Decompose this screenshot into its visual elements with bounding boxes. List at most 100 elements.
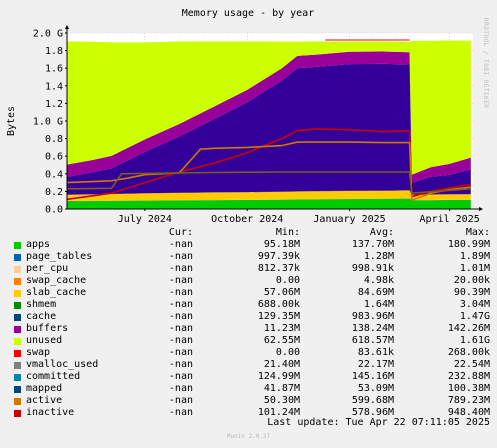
legend-avg: 578.96M: [351, 407, 394, 418]
legend-swatch: [14, 290, 21, 297]
legend-avg: 998.91k: [351, 263, 394, 274]
legend-avg: 4.98k: [363, 275, 394, 286]
legend-max: 1.89M: [459, 251, 490, 262]
legend-cur: -nan: [168, 299, 193, 310]
legend-avg: 983.96M: [351, 311, 394, 322]
legend-max: 3.04M: [459, 299, 490, 310]
legend-header-min: Min:: [275, 227, 300, 238]
legend-cur: -nan: [168, 323, 193, 334]
legend-row-mapped: mapped -nan 41.87M 53.09M 100.38M: [12, 383, 490, 395]
legend-row-unused: unused -nan 62.55M 618.57M 1.61G: [12, 335, 490, 347]
legend-max: 1.01M: [459, 263, 490, 274]
legend-cur: -nan: [168, 251, 193, 262]
legend-header-cur: Cur:: [168, 227, 193, 238]
legend-swatch: [14, 254, 21, 261]
legend-max: 232.88M: [447, 371, 490, 382]
legend-row-buffers: buffers -nan 11.23M 138.24M 142.26M: [12, 323, 490, 335]
rrdtool-credit: RRDTOOL / TOBI OETIKER: [482, 18, 489, 109]
legend-min: 62.55M: [263, 335, 300, 346]
legend-max: 1.61G: [459, 335, 490, 346]
legend-name: mapped: [26, 383, 63, 394]
legend-cur: -nan: [168, 383, 193, 394]
legend-min: 11.23M: [263, 323, 300, 334]
legend-avg: 138.24M: [351, 323, 394, 334]
legend-name: committed: [26, 371, 81, 382]
legend-row-inactive: inactive -nan 101.24M 578.96M 948.40M: [12, 407, 490, 419]
legend-name: apps: [26, 239, 51, 250]
y-tick-label: 1.8: [45, 46, 63, 57]
chart-title: Memory usage - by year: [182, 8, 314, 19]
legend-name: page_tables: [26, 251, 93, 262]
y-axis-label: Bytes: [6, 106, 17, 136]
x-tick-label: April 2025: [420, 214, 480, 225]
legend-min: 57.06M: [263, 287, 300, 298]
y-tick-label: 1.0 G: [33, 117, 63, 128]
legend-max: 22.54M: [453, 359, 490, 370]
legend-max: 789.23M: [447, 395, 490, 406]
legend-min: 0.00: [275, 275, 300, 286]
legend-avg: 145.16M: [351, 371, 394, 382]
y-tick-label: 1.2: [45, 99, 63, 110]
memory-chart: Memory usage - by year Bytes 0.0 0.2 0.4 0.…: [6, 8, 483, 225]
legend-min: 124.99M: [257, 371, 300, 382]
y-tick-label: 1.4: [45, 81, 63, 92]
legend-name: swap_cache: [26, 275, 87, 286]
x-tick-label: January 2025: [313, 214, 385, 225]
area-page_tables: [67, 198, 471, 202]
legend-swatch: [14, 302, 21, 309]
legend-cur: -nan: [168, 275, 193, 286]
legend-max: 268.00k: [447, 347, 490, 358]
y-tick-label: 2.0 G: [33, 29, 63, 40]
legend-cur: -nan: [168, 371, 193, 382]
legend-name: per_cpu: [26, 263, 69, 274]
y-tick-label: 0.4: [45, 169, 63, 180]
legend-row-committed: committed -nan 124.99M 145.16M 232.88M: [12, 371, 490, 383]
legend-min: 21.40M: [263, 359, 300, 370]
legend-avg: 53.09M: [357, 383, 394, 394]
y-tick-label: 0.2: [45, 187, 63, 198]
legend-cur: -nan: [168, 395, 193, 406]
legend-row-swap: swap -nan 0.00 83.61k 268.00k: [12, 347, 490, 359]
legend-name: vmalloc_used: [26, 359, 99, 370]
y-tick-label: 1.6: [45, 64, 63, 75]
legend-avg: 22.17M: [357, 359, 394, 370]
legend-row-active: active -nan 50.30M 599.68M 789.23M: [12, 395, 490, 407]
legend-swatch: [14, 374, 21, 381]
legend-swatch: [14, 266, 21, 273]
legend-header-avg: Avg:: [369, 227, 394, 238]
legend-swatch: [14, 362, 21, 369]
legend-row-swap_cache: swap_cache -nan 0.00 4.98k 20.00k: [12, 275, 490, 287]
legend-avg: 137.70M: [351, 239, 394, 250]
legend-min: 50.30M: [263, 395, 300, 406]
legend-max: 948.40M: [447, 407, 490, 418]
last-update: Last update: Tue Apr 22 07:11:05 2025: [267, 417, 490, 428]
legend-cur: -nan: [168, 311, 193, 322]
legend-min: 0.00: [275, 347, 300, 358]
y-tick-label: 0.0: [45, 205, 63, 216]
y-axis-arrow: [65, 25, 69, 29]
legend-max: 20.00k: [453, 275, 490, 286]
x-axis-arrow: [479, 207, 483, 211]
legend-swatch: [14, 326, 21, 333]
legend-cur: -nan: [168, 347, 193, 358]
legend: Cur: Min: Avg: Max: apps -nan 95.18M 137.70…: [12, 227, 490, 419]
legend-avg: 599.68M: [351, 395, 394, 406]
legend-row-apps: apps -nan 95.18M 137.70M 180.99M: [12, 239, 490, 251]
legend-cur: -nan: [168, 239, 193, 250]
legend-min: 129.35M: [257, 311, 300, 322]
legend-cur: -nan: [168, 407, 193, 418]
legend-max: 90.39M: [453, 287, 490, 298]
legend-cur: -nan: [168, 359, 193, 370]
legend-avg: 1.28M: [363, 251, 394, 262]
legend-min: 688.00k: [257, 299, 300, 310]
legend-swatch: [14, 386, 21, 393]
legend-avg: 618.57M: [351, 335, 394, 346]
legend-row-per_cpu: per_cpu -nan 812.37k 998.91k 1.01M: [12, 263, 490, 275]
legend-swatch: [14, 314, 21, 321]
legend-name: shmem: [26, 299, 57, 310]
legend-min: 812.37k: [257, 263, 300, 274]
line-inactive: [66, 128, 471, 201]
legend-name: cache: [26, 311, 57, 322]
legend-swatch: [14, 338, 21, 345]
line-committed: [66, 171, 471, 195]
